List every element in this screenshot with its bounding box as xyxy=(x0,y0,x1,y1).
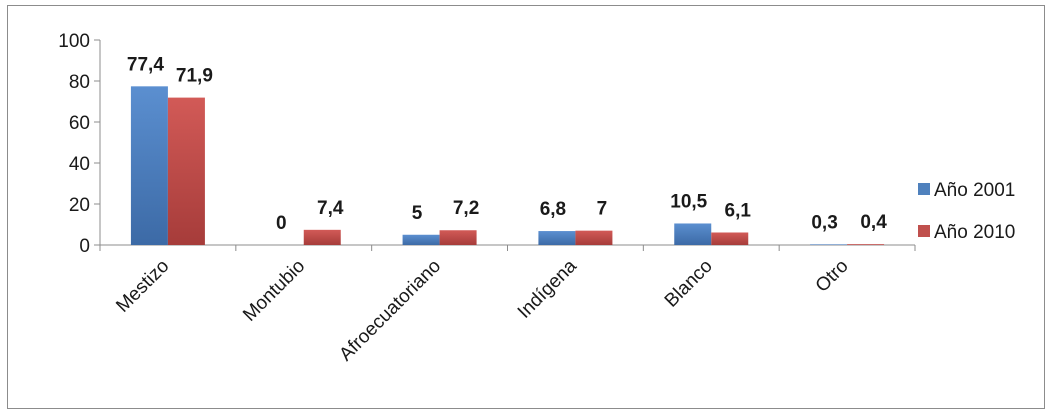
category-label: Montubio xyxy=(239,256,309,326)
chart-frame: 0 20 40 60 80 100 Mestizo Montubio Afroecuatoria… xyxy=(7,5,1045,409)
bar xyxy=(810,244,848,245)
bar xyxy=(130,86,168,245)
category-label: Indígena xyxy=(514,255,581,322)
bar-chart: 0 20 40 60 80 100 Mestizo Montubio Afroecuatoria… xyxy=(58,31,1015,366)
bar xyxy=(538,231,576,245)
data-label: 5 xyxy=(412,203,423,224)
bar xyxy=(167,97,205,245)
legend-label: Año 2010 xyxy=(934,222,1015,243)
y-tick-label: 80 xyxy=(69,72,90,93)
data-label: 7,4 xyxy=(317,198,344,219)
category-label: Mestizo xyxy=(112,256,173,317)
data-label: 77,4 xyxy=(127,54,164,75)
data-label: 0 xyxy=(276,213,287,234)
y-tick-label: 40 xyxy=(69,154,90,175)
data-label: 7 xyxy=(597,199,608,220)
data-label: 10,5 xyxy=(670,191,707,212)
bar xyxy=(711,232,749,245)
data-label: 6,8 xyxy=(540,199,566,220)
category-label: Afroecuatoriano xyxy=(335,256,445,366)
legend-swatch xyxy=(918,225,930,237)
bar xyxy=(847,244,885,245)
y-tick-label: 100 xyxy=(58,31,90,52)
data-label: 71,9 xyxy=(176,66,213,87)
category-label: Otro xyxy=(812,256,853,297)
legend-swatch xyxy=(918,183,930,195)
bar xyxy=(575,230,613,245)
y-tick-label: 60 xyxy=(69,113,90,134)
legend-label: Año 2001 xyxy=(934,180,1015,201)
y-tick-label: 20 xyxy=(69,195,90,216)
bar xyxy=(402,234,440,245)
category-label: Blanco xyxy=(661,256,717,312)
bars xyxy=(130,86,885,245)
data-label: 0,4 xyxy=(860,212,887,233)
data-label: 0,3 xyxy=(811,212,837,233)
legend: Año 2001 Año 2010 xyxy=(918,180,1015,243)
y-tick-label: 0 xyxy=(79,236,90,257)
data-label: 6,1 xyxy=(725,200,752,221)
bar xyxy=(439,230,477,245)
data-labels: 77,4 0 5 6,8 10,5 0,3 71,9 7,4 7,2 7 6,1 0,4 xyxy=(127,54,887,234)
bar xyxy=(674,223,712,245)
data-label: 7,2 xyxy=(453,198,479,219)
bar xyxy=(303,229,341,245)
